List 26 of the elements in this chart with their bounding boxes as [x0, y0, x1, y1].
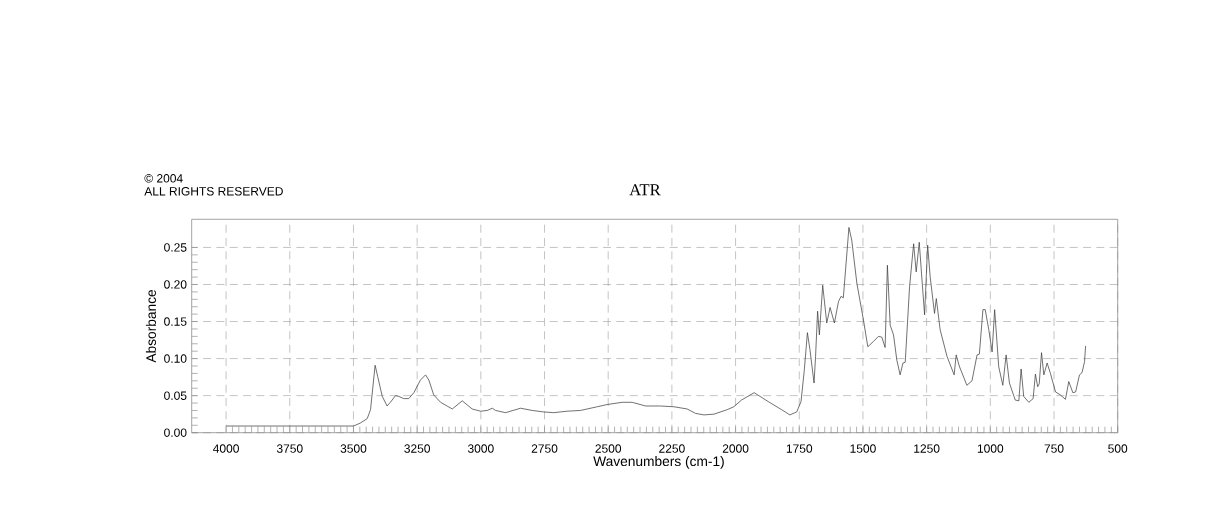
- chart-title: ATR: [629, 184, 661, 196]
- y-axis-title: Absorbance: [145, 289, 156, 363]
- x-tick-label: 3250: [404, 444, 431, 453]
- text: © 2004: [144, 174, 183, 183]
- x-tick-label: 3750: [276, 444, 303, 453]
- x-tick-label: 2750: [531, 444, 558, 453]
- x-axis-title: Wavenumbers (cm-1): [593, 456, 724, 469]
- x-tick-label: 3000: [467, 444, 494, 453]
- text: ALL RIGHTS RESERVED: [144, 187, 283, 196]
- x-tick-label: 1500: [850, 444, 876, 453]
- x-tick-label: 1250: [914, 444, 940, 453]
- x-tick-label: 500: [1108, 444, 1128, 453]
- x-tick-label: 750: [1044, 444, 1064, 453]
- y-tick-label: 0.10: [164, 354, 187, 363]
- x-tick-label: 4000: [213, 444, 239, 453]
- x-tick-label: 1000: [977, 444, 1004, 453]
- y-tick-label: 0.25: [164, 243, 187, 252]
- y-tick-label: 0.00: [164, 428, 187, 437]
- x-tick-label: 2250: [659, 444, 685, 453]
- x-tick-label: 2500: [595, 444, 622, 453]
- x-tick-label: 1750: [786, 444, 813, 453]
- y-tick-label: 0.15: [164, 317, 187, 326]
- x-tick-label: 3500: [340, 444, 367, 453]
- x-tick-label: 2000: [722, 444, 749, 453]
- y-tick-label: 0.05: [164, 391, 187, 400]
- y-tick-label: 0.20: [164, 280, 187, 289]
